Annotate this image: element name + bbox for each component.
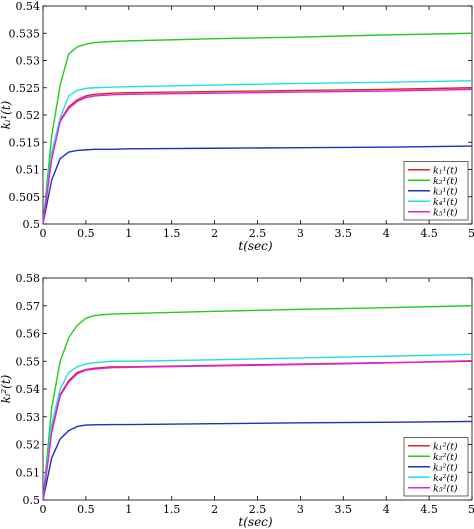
y-tick-label: 0.525 <box>9 82 41 95</box>
y-tick-label: 0.5 <box>23 494 41 507</box>
y-tick-label: 0.52 <box>16 439 41 452</box>
y-axis-title: kᵢ²(t) <box>0 374 13 403</box>
y-tick-label: 0.54 <box>16 0 41 13</box>
legend: k₁²(t)k₂²(t)k₃²(t)k₄²(t)k₅²(t) <box>403 437 469 497</box>
series-line-2 <box>42 32 473 225</box>
y-tick-label: 0.58 <box>16 272 41 285</box>
series-line-4 <box>42 353 473 501</box>
legend: k₁¹(t)k₂¹(t)k₃¹(t)k₄¹(t)k₅¹(t) <box>403 161 469 221</box>
x-tick-label: 2 <box>211 503 218 516</box>
legend-label: k₄¹(t) <box>433 197 458 208</box>
x-tick-label: 0.5 <box>77 503 95 516</box>
y-tick-label: 0.505 <box>9 191 41 204</box>
legend-label: k₂¹(t) <box>433 176 458 187</box>
legend-label: k₃²(t) <box>433 462 458 473</box>
series-line-2 <box>42 305 473 501</box>
x-tick-label: 3 <box>297 503 304 516</box>
x-tick-label: 0.5 <box>77 227 95 240</box>
chart-panel-1: 0 0.5 1 1.5 2 2.5 3 3.5 4 4.5 50.50.5050.510.5150.… <box>0 0 474 253</box>
x-tick-label: 1.5 <box>163 503 181 516</box>
x-axis-title: t(sec) <box>238 515 272 529</box>
y-tick-label: 0.56 <box>16 328 41 341</box>
legend-label: k₄²(t) <box>433 473 458 484</box>
y-tick-label: 0.54 <box>16 383 41 396</box>
legend-label: k₃¹(t) <box>433 186 458 197</box>
x-tick-label: 4.5 <box>420 503 438 516</box>
x-tick-label: 1 <box>125 227 132 240</box>
x-tick-label: 4 <box>383 503 390 516</box>
y-tick-label: 0.53 <box>16 55 41 68</box>
x-tick-label: 1.5 <box>163 227 181 240</box>
series-line-5 <box>42 88 473 225</box>
x-tick-label: 0 <box>40 227 47 240</box>
x-tick-label: 2.5 <box>249 227 267 240</box>
y-tick-label: 0.515 <box>9 136 41 149</box>
x-axis-title: t(sec) <box>238 239 272 253</box>
x-tick-label: 5 <box>468 503 474 516</box>
y-axis-title: kᵢ¹(t) <box>0 100 13 129</box>
legend-label: k₅²(t) <box>433 483 458 494</box>
y-tick-label: 0.52 <box>16 109 41 122</box>
x-tick-label: 4.5 <box>420 227 438 240</box>
plot-area <box>42 277 473 501</box>
legend-label: k₁²(t) <box>433 441 458 452</box>
y-tick-label: 0.55 <box>16 355 41 368</box>
series-line-5 <box>42 359 473 501</box>
plot-area <box>42 5 473 225</box>
series-line-3 <box>42 145 473 225</box>
y-tick-label: 0.57 <box>16 300 41 313</box>
chart-panel-2: 0 0.5 1 1.5 2 2.5 3 3.5 4 4.5 50.50.510.520.530.54… <box>0 272 474 529</box>
x-tick-label: 2 <box>211 227 218 240</box>
x-tick-label: 2.5 <box>249 503 267 516</box>
y-tick-label: 0.535 <box>9 27 41 40</box>
legend-label: k₂²(t) <box>433 452 458 463</box>
y-tick-label: 0.51 <box>16 466 41 479</box>
legend-label: k₅¹(t) <box>433 207 458 218</box>
x-tick-label: 3.5 <box>335 503 353 516</box>
series-line-4 <box>42 79 473 225</box>
y-tick-label: 0.5 <box>23 218 41 231</box>
y-tick-label: 0.53 <box>16 411 41 424</box>
legend-label: k₁¹(t) <box>433 165 458 176</box>
y-tick-label: 0.51 <box>16 164 41 177</box>
x-tick-label: 3 <box>297 227 304 240</box>
x-tick-label: 1 <box>125 503 132 516</box>
x-tick-label: 4 <box>383 227 390 240</box>
x-tick-label: 3.5 <box>335 227 353 240</box>
x-tick-label: 5 <box>468 227 474 240</box>
x-tick-label: 0 <box>40 503 47 516</box>
series-line-3 <box>42 420 473 501</box>
